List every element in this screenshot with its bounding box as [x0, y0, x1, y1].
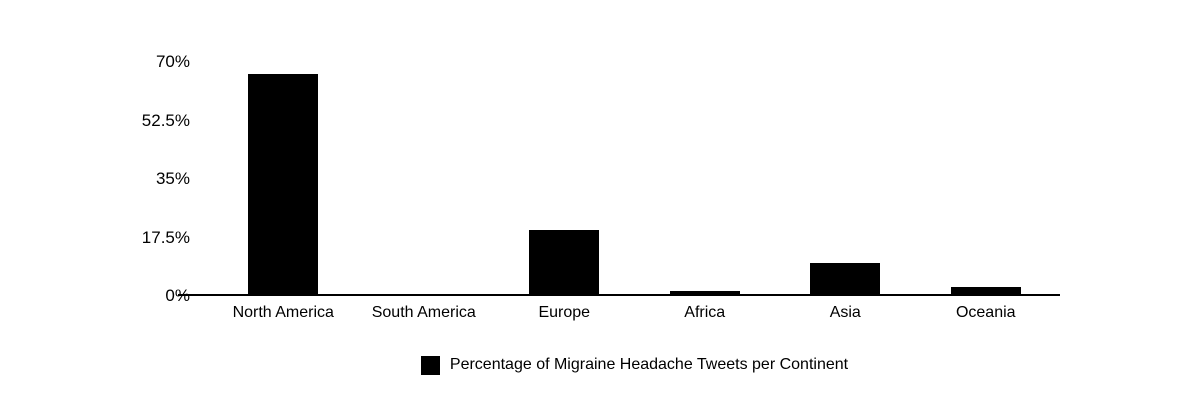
x-axis-category-labels: North America South America Europe Africa As… [213, 303, 1056, 323]
bar-slot [354, 62, 495, 296]
x-category-label: South America [371, 304, 476, 321]
x-category-label: North America [232, 304, 334, 321]
bar-slot [775, 62, 916, 296]
legend-label: Percentage of Migraine Headache Tweets p… [449, 356, 849, 373]
bar-slot [916, 62, 1057, 296]
bar-slot [635, 62, 776, 296]
y-tick-label: 52.5% [141, 110, 190, 130]
bar-north-america [248, 73, 319, 296]
x-category-label: Europe [538, 304, 591, 321]
x-category-label: Africa [684, 304, 726, 321]
bar-slot [494, 62, 635, 296]
bar-europe [529, 230, 600, 296]
bar-africa [669, 291, 740, 296]
plot-area [213, 62, 1056, 296]
y-tick-label: 17.5% [141, 227, 190, 247]
legend-swatch [420, 355, 440, 375]
y-tick-label: 70% [155, 52, 190, 71]
x-category-label: Asia [829, 304, 861, 321]
y-tick-label: 35% [155, 169, 190, 188]
y-tick-label: 0% [165, 286, 190, 306]
x-category-label: Oceania [955, 304, 1016, 321]
bar-oceania [950, 287, 1021, 296]
x-axis-line [178, 294, 1060, 296]
bar-slot [213, 62, 354, 296]
chart-legend: Percentage of Migraine Headache Tweets p… [213, 355, 1056, 375]
bar-asia [810, 263, 881, 296]
y-axis-tick-labels: 70% 52.5% 35% 17.5% 0% [0, 0, 190, 410]
